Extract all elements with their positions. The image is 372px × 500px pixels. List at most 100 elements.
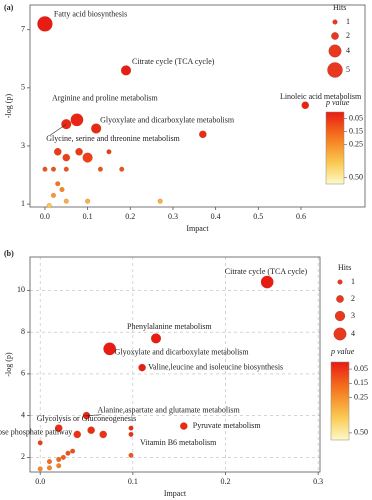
y-tick-label: 4 [21,410,25,419]
point [54,424,63,432]
size-legend-label: 4 [351,329,355,338]
point [42,166,48,172]
x-tick-label: 0.2 [125,212,135,221]
label-leader [86,414,102,416]
x-tick-label: 0.0 [40,212,50,221]
x-axis-label: Impact [164,489,187,498]
point [150,333,162,344]
point [59,187,65,193]
point [301,101,310,110]
point [75,147,83,156]
size-legend-marker [333,327,347,341]
y-axis-label: -log (p) [4,352,13,377]
point [180,422,188,430]
y-axis-label: -log (p) [4,94,13,119]
y-tick-label: 8 [21,327,25,336]
point-label: Fatty acid biosynthesis [54,10,127,19]
point [53,147,62,156]
point [56,456,62,462]
colorbar-tick-label: 0.15 [349,126,363,135]
x-tick-label: 0.1 [128,477,138,486]
y-tick-label: 5 [21,83,25,92]
point [85,198,91,204]
point [63,198,69,204]
point-label: Citrate cycle (TCA cycle) [132,57,215,66]
point [97,166,103,172]
x-tick-label: 0.4 [211,212,221,221]
point [70,448,76,454]
point [37,16,53,32]
size-legend-marker [336,295,344,303]
y-tick-label: 6 [21,369,25,378]
y-tick-label: 10 [17,285,25,294]
point [46,203,52,209]
point [157,198,163,204]
size-legend-marker [337,279,343,285]
point [87,426,95,435]
point-label: Glyoxylate and dicarboxylate metabolism [115,348,250,357]
size-legend-label: 2 [351,294,355,303]
point [60,454,66,460]
point [37,466,43,472]
point [73,430,82,439]
size-legend-marker [331,32,339,40]
colorbar [325,111,345,185]
point-label: Pyruvate metabolism [193,421,262,430]
size-legend-label: 3 [351,311,355,320]
point-label: Linoleic acid metabolism [280,92,362,101]
colorbar-tick-label: 0.05 [354,364,368,373]
colorbar [330,361,350,441]
size-legend-marker [328,44,342,58]
point-label: Vitamin B6 metabolism [140,438,217,447]
size-legend-marker [327,62,343,78]
point [82,152,93,163]
y-tick-label: 3 [21,141,25,150]
point-label: Phenylalanine metabolism [127,322,212,331]
size-legend-label: 2 [346,31,350,40]
point [63,166,69,172]
point [260,275,274,289]
size-legend-label: 5 [346,65,350,74]
point [99,430,107,439]
point [120,65,132,76]
colorbar-tick-label: 0.50 [349,172,363,181]
colorbar-title: p value [325,98,350,107]
point [50,192,56,198]
y-tick-label: 1 [21,199,25,208]
point [103,342,117,356]
point-label: Pentose phosphate pathway [0,427,72,436]
x-tick-label: 0.6 [296,212,306,221]
point [37,440,43,446]
point [65,450,71,456]
size-legend-marker [334,310,346,322]
panel-label: (a) [4,3,14,12]
point-label: Arginine and proline metabolism [52,94,159,103]
point [46,465,52,471]
point [50,166,56,172]
colorbar-tick-label: 0.50 [354,428,368,437]
size-legend-title: Hits [338,263,351,272]
x-tick-label: 0.5 [253,212,263,221]
plot-frame [29,4,366,208]
point-label: Glycolysis or Gluconeogenesis [37,414,137,423]
point-label: Glycine, serine and threonine metabolism [46,134,180,143]
x-tick-label: 0.3 [168,212,178,221]
point [128,425,134,431]
size-legend-label: 1 [351,277,355,286]
colorbar-tick-label: 0.25 [354,392,368,401]
plot-frame [29,256,321,473]
point [106,149,112,155]
point [91,123,102,134]
panel-label: (b) [4,249,14,258]
x-tick-label: 0.2 [220,477,230,486]
x-tick-label: 0.3 [313,477,323,486]
x-axis-label: Impact [186,224,209,233]
size-legend-label: 1 [346,17,350,26]
point [128,431,134,437]
point-label: Valine,leucine and isoleucine biosynthes… [148,362,283,371]
size-legend-title: Hits [333,3,346,12]
point [128,452,134,458]
colorbar-tick-label: 0.15 [354,378,368,387]
point-label: Alanine,aspartate and glutamate metaboli… [98,405,241,414]
